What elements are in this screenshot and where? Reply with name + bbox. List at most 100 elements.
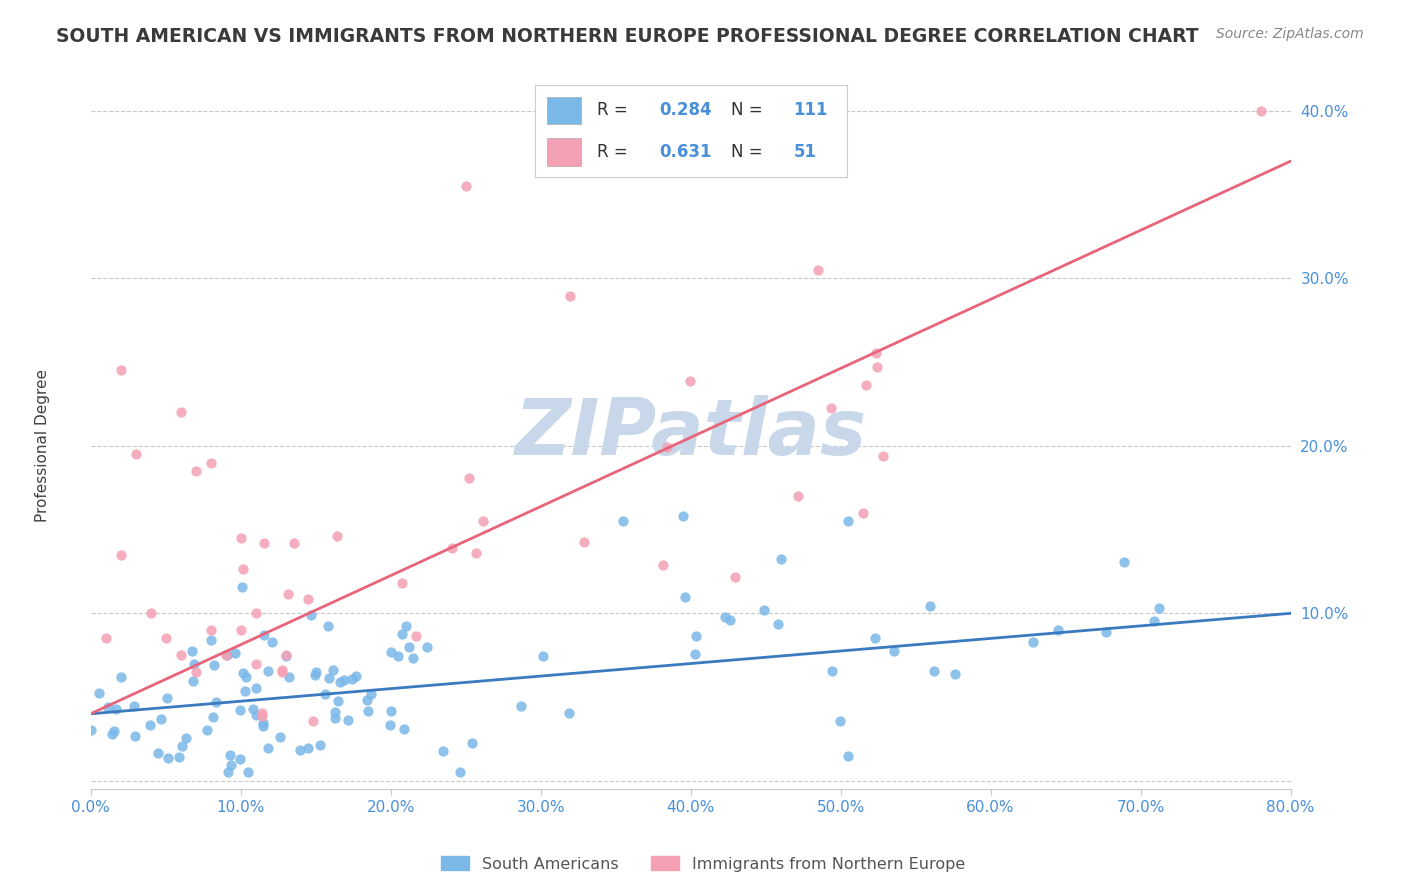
Point [183, 657, 205, 671]
Point [101, 726, 124, 740]
Point [1021, 635, 1043, 649]
Point [718, 614, 741, 628]
Point [305, 665, 328, 679]
Point [713, 609, 735, 624]
Point [217, 765, 239, 780]
Point [531, 649, 554, 664]
Point [97, 699, 120, 714]
Point [391, 626, 413, 640]
Point [855, 378, 877, 392]
Point [229, 703, 252, 717]
Text: ZIPatlas: ZIPatlas [515, 395, 866, 471]
Point [449, 765, 471, 780]
Point [1143, 614, 1166, 628]
Point [139, 718, 162, 732]
Point [257, 741, 280, 756]
Point [169, 648, 191, 663]
Point [270, 663, 292, 677]
Point [1250, 103, 1272, 118]
Point [837, 514, 859, 528]
Point [378, 718, 401, 732]
Point [322, 663, 344, 677]
Point [387, 649, 409, 664]
Point [685, 629, 707, 643]
Point [326, 528, 349, 542]
Point [440, 541, 463, 556]
Point [461, 736, 484, 750]
Point [1147, 601, 1170, 615]
Point [344, 668, 367, 682]
Point [820, 401, 842, 416]
Point [333, 673, 356, 687]
Point [104, 702, 127, 716]
Point [253, 627, 276, 641]
Point [184, 665, 207, 679]
Point [673, 590, 696, 604]
Point [872, 449, 894, 463]
Point [150, 712, 173, 726]
Point [454, 179, 477, 194]
Point [277, 670, 299, 684]
Point [672, 509, 695, 524]
Text: Professional Degree: Professional Degree [35, 369, 49, 523]
Point [304, 668, 326, 682]
Point [883, 644, 905, 658]
Point [110, 548, 132, 562]
Point [181, 644, 204, 658]
Point [283, 536, 305, 550]
Point [828, 714, 851, 728]
Point [200, 456, 222, 470]
Point [181, 674, 204, 689]
Point [170, 739, 193, 754]
Point [416, 640, 439, 654]
Point [252, 716, 274, 731]
Point [174, 731, 197, 746]
Point [110, 670, 132, 684]
Point [155, 632, 177, 646]
Text: SOUTH AMERICAN VS IMMIGRANTS FROM NORTHERN EUROPE PROFESSIONAL DEGREE CORRELATIO: SOUTH AMERICAN VS IMMIGRANTS FROM NORTHE… [56, 27, 1199, 45]
Point [277, 587, 299, 601]
Point [202, 657, 225, 672]
Point [357, 704, 380, 718]
Point [253, 536, 276, 550]
Point [236, 765, 259, 780]
Point [325, 711, 347, 725]
Point [323, 705, 346, 719]
Point [572, 534, 595, 549]
Point [252, 719, 274, 733]
Point [1094, 624, 1116, 639]
Point [157, 751, 180, 765]
Point [651, 558, 673, 572]
Point [360, 687, 382, 701]
Point [309, 738, 332, 752]
Point [769, 552, 792, 566]
Point [224, 646, 246, 660]
Point [318, 671, 340, 685]
Point [943, 666, 966, 681]
Point [257, 664, 280, 678]
Point [766, 617, 789, 632]
Point [458, 470, 481, 484]
Point [851, 506, 873, 520]
Point [250, 706, 273, 720]
Point [465, 546, 488, 560]
Point [683, 647, 706, 661]
Point [288, 743, 311, 757]
Point [392, 722, 415, 736]
Point [314, 687, 336, 701]
Point [924, 664, 946, 678]
Point [274, 648, 297, 663]
Point [724, 570, 747, 584]
Point [242, 702, 264, 716]
Point [201, 710, 224, 724]
Point [229, 751, 252, 765]
Point [302, 714, 325, 729]
Point [271, 665, 294, 679]
Point [229, 623, 252, 637]
Point [269, 730, 291, 744]
Point [103, 724, 125, 739]
Point [299, 608, 322, 623]
Point [1112, 555, 1135, 569]
Point [219, 747, 242, 762]
Point [205, 695, 228, 709]
